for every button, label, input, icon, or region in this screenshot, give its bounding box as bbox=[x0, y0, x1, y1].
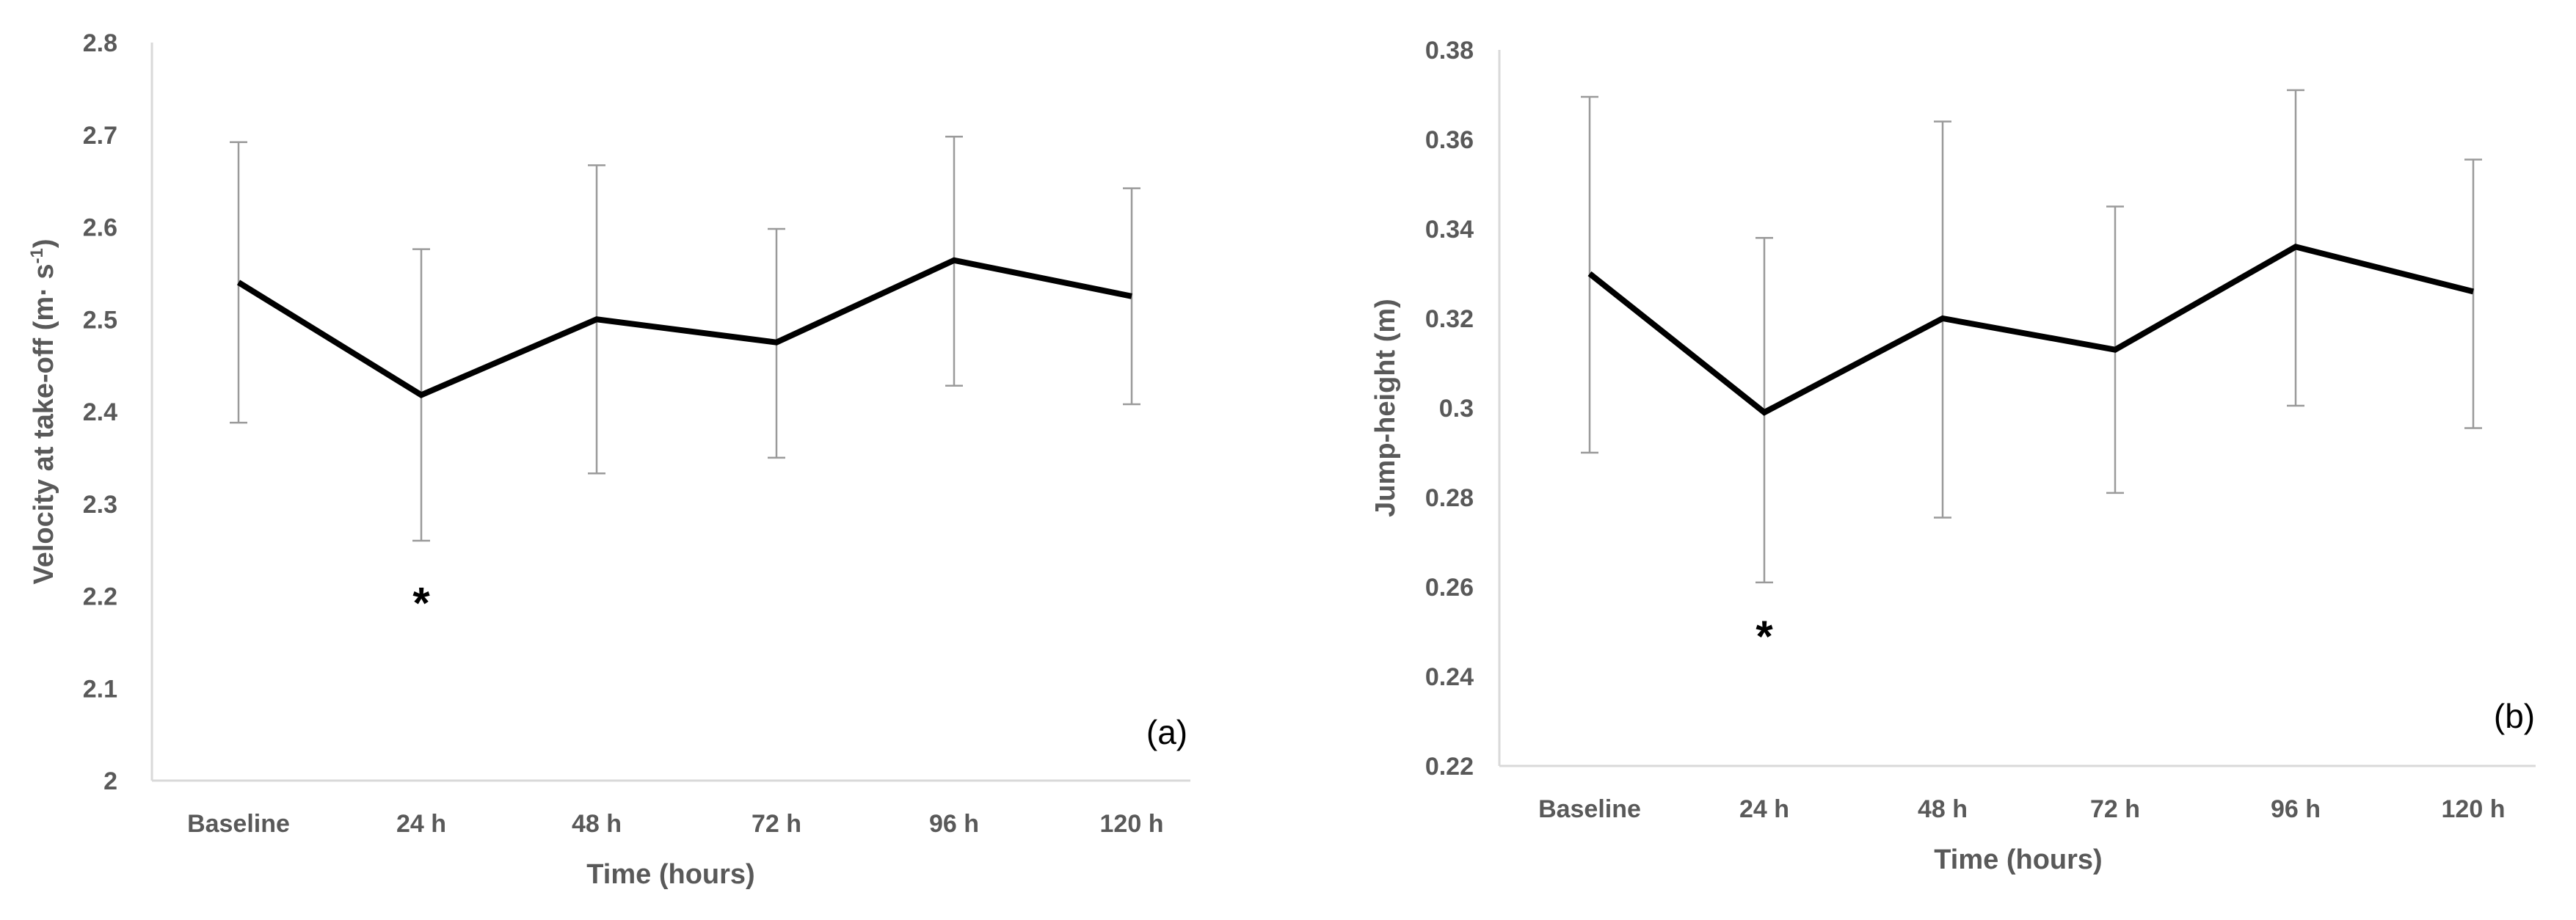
y-tick-labels: 0.22 0.24 0.26 0.28 0.3 0.32 0.34 0.36 0.38 bbox=[1425, 37, 1474, 781]
x-axis-title: Time (hours) bbox=[1934, 844, 2102, 875]
x-tick-label: 48 h bbox=[1918, 795, 1968, 823]
y-tick-label: 2.2 bbox=[83, 583, 117, 611]
series-line bbox=[1587, 244, 2474, 416]
significance-star: * bbox=[1755, 612, 1773, 661]
x-tick-label: 72 h bbox=[752, 810, 801, 838]
x-tick-labels: Baseline 24 h 48 h 72 h 96 h 120 h bbox=[1538, 795, 2505, 823]
significance-annotations: * bbox=[1755, 612, 1773, 661]
y-tick-label: 0.22 bbox=[1425, 753, 1474, 781]
x-tick-label: 96 h bbox=[2271, 795, 2321, 823]
chart-panel-a: 2 2.1 2.2 2.3 2.4 2.5 2.6 2.7 2.8 Baseline 24 h 48… bbox=[27, 29, 1190, 890]
x-tick-label: 24 h bbox=[396, 810, 446, 838]
y-tick-labels: 2 2.1 2.2 2.3 2.4 2.5 2.6 2.7 2.8 bbox=[83, 29, 117, 795]
y-tick-label: 0.38 bbox=[1425, 37, 1474, 65]
y-tick-label: 0.24 bbox=[1425, 663, 1474, 691]
y-tick-label: 2.7 bbox=[83, 122, 117, 150]
y-axis-title-superscript: -1 bbox=[27, 248, 47, 263]
x-tick-label: 120 h bbox=[1100, 810, 1164, 838]
y-axis-title: Velocity at take-off (m· s-1) bbox=[27, 238, 59, 584]
y-tick-label: 0.3 bbox=[1439, 395, 1474, 423]
series-line bbox=[236, 257, 1132, 398]
x-tick-label: 72 h bbox=[2090, 795, 2140, 823]
y-tick-label: 0.26 bbox=[1425, 574, 1474, 602]
y-tick-label: 0.32 bbox=[1425, 305, 1474, 333]
panel-label: (b) bbox=[2494, 697, 2535, 735]
y-tick-label: 2 bbox=[103, 767, 117, 795]
y-tick-label: 2.6 bbox=[83, 214, 117, 242]
x-tick-label: Baseline bbox=[1538, 795, 1641, 823]
y-axis-title: Jump-height (m) bbox=[1370, 299, 1401, 517]
significance-star: * bbox=[412, 579, 430, 628]
x-tick-label: 120 h bbox=[2442, 795, 2506, 823]
chart-panel-b: 0.22 0.24 0.26 0.28 0.3 0.32 0.34 0.36 0.38 Base… bbox=[1370, 37, 2536, 875]
significance-annotations: * bbox=[412, 579, 430, 628]
y-tick-label: 2.4 bbox=[83, 398, 117, 426]
x-tick-label: Baseline bbox=[187, 810, 290, 838]
x-tick-label: 96 h bbox=[929, 810, 979, 838]
y-tick-label: 2.1 bbox=[83, 675, 117, 703]
x-tick-label: 24 h bbox=[1739, 795, 1789, 823]
x-tick-labels: Baseline 24 h 48 h 72 h 96 h 120 h bbox=[187, 810, 1163, 838]
y-tick-label: 0.34 bbox=[1425, 216, 1474, 244]
x-tick-label: 48 h bbox=[572, 810, 622, 838]
y-tick-label: 0.36 bbox=[1425, 126, 1474, 154]
y-tick-label: 0.28 bbox=[1425, 484, 1474, 512]
x-axis-title: Time (hours) bbox=[586, 859, 754, 890]
y-tick-label: 2.8 bbox=[83, 29, 117, 57]
panel-label: (a) bbox=[1146, 713, 1187, 751]
y-tick-label: 2.3 bbox=[83, 491, 117, 519]
error-bars bbox=[230, 136, 1140, 542]
y-tick-label: 2.5 bbox=[83, 306, 117, 334]
